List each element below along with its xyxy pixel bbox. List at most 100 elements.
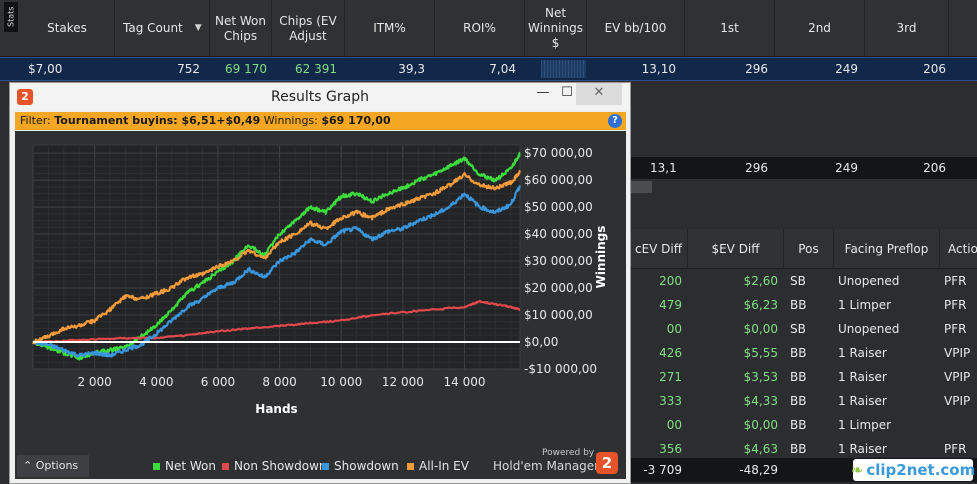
x-tick-label: 12 000 bbox=[382, 375, 424, 389]
col-ev-bb100[interactable]: EV bb/100 bbox=[587, 0, 685, 57]
col-net-won-chips[interactable]: Net Won Chips bbox=[210, 0, 272, 57]
summary-ev-bb100: 13,1 bbox=[650, 161, 677, 175]
cell-itm: 39,3 bbox=[398, 62, 425, 76]
cell-cev-diff: 271 bbox=[659, 370, 682, 384]
col-stakes[interactable]: Stakes bbox=[20, 0, 115, 57]
cell-2nd: 249 bbox=[835, 62, 858, 76]
results-graph-dialog: 2 Results Graph — ☐ ✕ Filter: Tournament… bbox=[9, 82, 631, 484]
legend-item[interactable]: Non Showdown bbox=[222, 459, 327, 473]
horizontal-scrollbar[interactable] bbox=[630, 179, 977, 195]
cell-dollar-ev-diff: $0,00 bbox=[743, 322, 778, 336]
summary-3rd: 206 bbox=[923, 161, 946, 175]
legend-item[interactable]: Showdown bbox=[322, 459, 399, 473]
dialog-titlebar[interactable]: 2 Results Graph — ☐ ✕ bbox=[10, 83, 630, 110]
minimize-button[interactable]: — bbox=[536, 85, 550, 100]
filter-label: Filter: bbox=[20, 114, 51, 127]
leaf-icon: ❧ bbox=[850, 461, 864, 479]
col-dollar-ev-diff[interactable]: $EV Diff bbox=[688, 229, 784, 269]
stats-row-selected[interactable]: $7,00 752 69 170 62 391 39,3 7,04 13,10 … bbox=[0, 57, 977, 81]
cell-dollar-ev-diff: $4,63 bbox=[743, 442, 778, 456]
col-itm[interactable]: ITM% bbox=[345, 0, 435, 57]
col-roi[interactable]: ROI% bbox=[435, 0, 525, 57]
col-tag-count-label: Tag Count bbox=[123, 21, 183, 35]
stats-tab[interactable]: Stats bbox=[4, 2, 18, 32]
cell-cev-diff: 479 bbox=[659, 298, 682, 312]
hand-row[interactable]: 426 $5,55 BB 1 Raiser VPIP bbox=[630, 341, 977, 365]
filter-value: Tournament buyins: $6,51+$0,49 bbox=[54, 114, 261, 127]
cell-action: PFR bbox=[944, 298, 967, 312]
legend-label: Non Showdown bbox=[234, 459, 327, 473]
legend-label: All-In EV bbox=[419, 459, 469, 473]
x-tick-label: 2 000 bbox=[77, 375, 111, 389]
cell-dollar-ev-diff: $2,60 bbox=[743, 274, 778, 288]
col-2nd[interactable]: 2nd bbox=[775, 0, 865, 57]
cell-action: PFR bbox=[944, 442, 967, 456]
col-cev-diff[interactable]: cEV Diff bbox=[630, 229, 688, 269]
y-tick-label: $10 000,00 bbox=[524, 308, 593, 322]
col-net-winnings[interactable]: Net Winnings $ bbox=[525, 0, 587, 57]
col-3rd[interactable]: 3rd bbox=[865, 0, 949, 57]
watermark-text: clip2net.com bbox=[866, 461, 976, 479]
cell-facing-preflop: 1 Limper bbox=[838, 298, 892, 312]
chevron-down-icon[interactable]: ▼ bbox=[194, 23, 202, 33]
cell-facing-preflop: 1 Raiser bbox=[838, 442, 887, 456]
cell-facing-preflop: 1 Raiser bbox=[838, 394, 887, 408]
hm2-logo-icon: 2 bbox=[17, 89, 33, 105]
legend-item[interactable]: Net Won bbox=[153, 459, 216, 473]
col-chips-ev[interactable]: Chips (EV Adjust bbox=[272, 0, 345, 57]
cell-net-won-chips: 69 170 bbox=[225, 62, 267, 76]
cell-cev-diff: 00 bbox=[666, 322, 682, 336]
legend-item[interactable]: All-In EV bbox=[407, 459, 469, 473]
brand-name: Hold'em Manager bbox=[493, 459, 600, 473]
cell-dollar-ev-diff: $6,23 bbox=[743, 298, 778, 312]
stats-summary-row: 13,1 296 249 206 bbox=[630, 157, 977, 179]
hand-row[interactable]: 00 $0,00 BB 1 Limper bbox=[630, 413, 977, 437]
cell-net-winnings-masked bbox=[541, 60, 586, 78]
cell-cev-diff: 00 bbox=[666, 418, 682, 432]
y-tick-label: $20 000,00 bbox=[524, 281, 593, 295]
col-facing-preflop[interactable]: Facing Preflop bbox=[834, 229, 940, 269]
winnings-label: Winnings: bbox=[263, 114, 318, 127]
maximize-button[interactable]: ☐ bbox=[561, 85, 573, 100]
cell-pos: BB bbox=[790, 298, 807, 312]
cell-3rd: 206 bbox=[923, 62, 946, 76]
hand-row[interactable]: 479 $6,23 BB 1 Limper PFR bbox=[630, 293, 977, 317]
col-tag-count[interactable]: Tag Count ▼ bbox=[115, 0, 210, 57]
cell-pos: BB bbox=[790, 394, 807, 408]
col-action[interactable]: Actio bbox=[940, 229, 977, 269]
cell-dollar-ev-diff: $3,53 bbox=[743, 370, 778, 384]
scrollbar-thumb[interactable] bbox=[630, 181, 652, 193]
help-icon[interactable]: ? bbox=[608, 114, 622, 128]
y-tick-label: $40 000,00 bbox=[524, 227, 593, 241]
options-button[interactable]: ⌃ Options bbox=[17, 455, 89, 477]
hand-row[interactable]: 00 $0,00 SB Unopened PFR bbox=[630, 317, 977, 341]
y-tick-label: $50 000,00 bbox=[524, 200, 593, 214]
cell-cev-diff: 426 bbox=[659, 346, 682, 360]
cell-cev-diff: 333 bbox=[659, 394, 682, 408]
hand-row[interactable]: 356 $4,63 BB 1 Raiser PFR bbox=[630, 437, 977, 461]
cell-action: PFR bbox=[944, 322, 967, 336]
legend-label: Net Won bbox=[165, 459, 216, 473]
y-tick-label: $60 000,00 bbox=[524, 173, 593, 187]
cell-facing-preflop: 1 Raiser bbox=[838, 370, 887, 384]
series-line-showdown bbox=[32, 185, 522, 358]
x-tick-label: 8 000 bbox=[262, 375, 296, 389]
results-chart: -$10 000,00 $0,00 $10 000,00 $20 000,00 $30 … bbox=[31, 144, 608, 416]
cell-tag-count: 752 bbox=[177, 62, 200, 76]
close-button[interactable]: ✕ bbox=[576, 83, 622, 105]
hm2-brand-logo-icon: 2 bbox=[596, 452, 618, 474]
hand-row[interactable]: 333 $4,33 BB 1 Raiser VPIP bbox=[630, 389, 977, 413]
cell-chips-ev: 62 391 bbox=[295, 62, 337, 76]
legend-swatch bbox=[222, 463, 229, 470]
cell-facing-preflop: 1 Limper bbox=[838, 418, 892, 432]
filter-bar: Filter: Tournament buyins: $6,51+$0,49 W… bbox=[15, 112, 626, 130]
hands-header: cEV Diff $EV Diff Pos Facing Preflop Act… bbox=[630, 229, 977, 269]
cell-facing-preflop: 1 Raiser bbox=[838, 346, 887, 360]
col-pos[interactable]: Pos bbox=[784, 229, 834, 269]
cell-facing-preflop: Unopened bbox=[838, 322, 900, 336]
cell-roi: 7,04 bbox=[489, 62, 516, 76]
hand-row[interactable]: 271 $3,53 BB 1 Raiser VPIP bbox=[630, 365, 977, 389]
hand-row[interactable]: 200 $2,60 SB Unopened PFR bbox=[630, 269, 977, 293]
clip2net-watermark: ❧ clip2net.com bbox=[850, 459, 976, 481]
col-1st[interactable]: 1st bbox=[685, 0, 775, 57]
